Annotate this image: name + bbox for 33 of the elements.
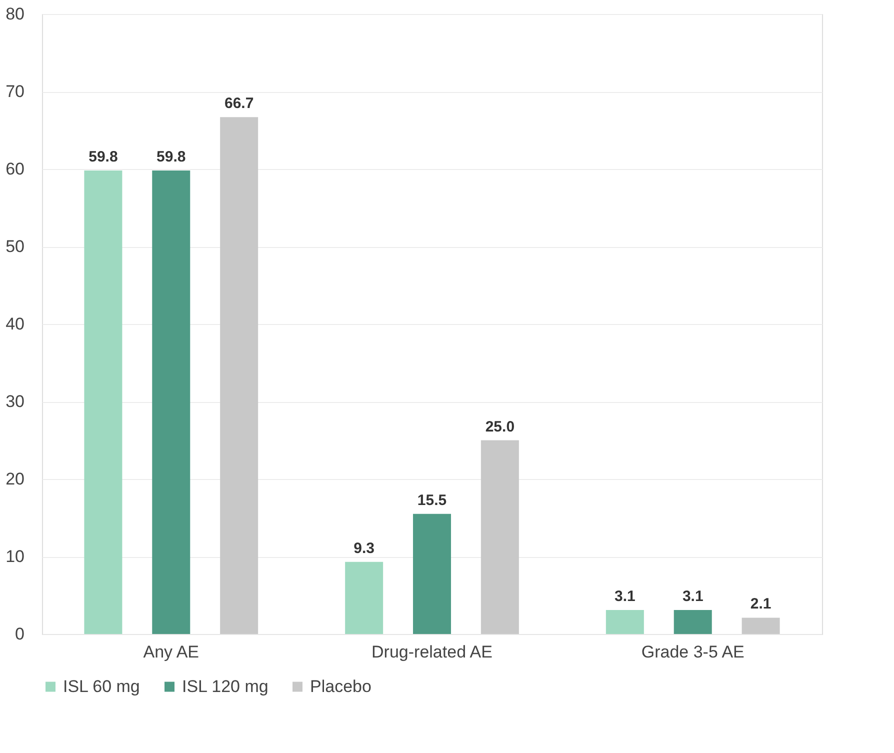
- data-label: 59.8: [156, 148, 186, 166]
- y-tick-label: 20: [6, 470, 24, 488]
- legend-label: Placebo: [310, 676, 372, 696]
- y-tick-label: 10: [6, 547, 24, 566]
- bar: [742, 618, 780, 634]
- data-label: 15.5: [417, 492, 447, 509]
- bar: [674, 610, 712, 634]
- x-tick-label: Grade 3-5 AE: [641, 642, 744, 662]
- y-tick-label: 50: [6, 237, 24, 256]
- x-tick-label: Drug-related AE: [372, 642, 492, 662]
- bar: [152, 170, 190, 634]
- data-label: 66.7: [224, 95, 254, 112]
- y-tick-label: 0: [15, 624, 24, 644]
- bar: [345, 562, 384, 634]
- bar: [480, 440, 519, 634]
- y-tick-label: 70: [6, 82, 24, 101]
- y-tick-label: 80: [6, 4, 24, 24]
- y-tick-label: 30: [6, 392, 24, 411]
- legend-label: ISL 60 mg: [63, 676, 140, 696]
- y-tick-label: 60: [6, 160, 24, 178]
- data-label: 59.8: [88, 148, 118, 166]
- legend-label: ISL 120 mg: [182, 676, 268, 696]
- bar: [606, 610, 644, 634]
- bar: [220, 117, 258, 634]
- data-label: 25.0: [485, 418, 515, 436]
- bar: [413, 514, 451, 634]
- y-tick-label: 40: [6, 314, 24, 334]
- x-tick-label: Any AE: [143, 642, 200, 662]
- data-label: 2.1: [750, 596, 772, 613]
- data-label: 9.3: [354, 540, 374, 557]
- data-label: 3.1: [682, 588, 704, 605]
- data-label: 3.1: [614, 588, 636, 605]
- bar: [84, 170, 122, 634]
